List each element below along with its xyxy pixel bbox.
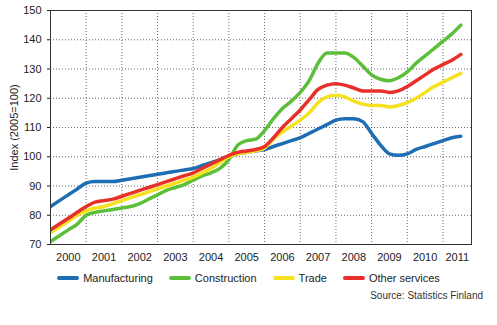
svg-text:130: 130 (23, 63, 41, 75)
svg-text:120: 120 (23, 92, 41, 104)
svg-text:2002: 2002 (127, 251, 151, 263)
svg-text:Index (2005=100): Index (2005=100) (8, 84, 20, 171)
svg-text:2011: 2011 (445, 251, 469, 263)
svg-text:2005: 2005 (234, 251, 258, 263)
html-text:Manufacturing: Manufacturing (83, 272, 153, 284)
svg-text:90: 90 (29, 180, 41, 192)
svg-text:2001: 2001 (92, 251, 116, 263)
svg-text:80: 80 (29, 209, 41, 221)
svg-text:2003: 2003 (163, 251, 187, 263)
svg-text:2000: 2000 (56, 251, 80, 263)
svg-text:2007: 2007 (306, 251, 330, 263)
svg-text:140: 140 (23, 33, 41, 45)
svg-text:2009: 2009 (377, 251, 401, 263)
svg-text:2010: 2010 (413, 251, 437, 263)
svg-text:100: 100 (23, 150, 41, 162)
html-text:Other services: Other services (368, 272, 440, 284)
svg-text:2006: 2006 (270, 251, 294, 263)
html-text:Source: Statistics Finland: Source: Statistics Finland (370, 290, 483, 301)
svg-text:150: 150 (23, 4, 41, 16)
html-text:Trade: Trade (298, 272, 327, 284)
svg-text:110: 110 (24, 121, 42, 133)
svg-text:2004: 2004 (199, 251, 223, 263)
html-text:Construction: Construction (194, 272, 257, 284)
svg-text:2008: 2008 (342, 251, 366, 263)
svg-text:70: 70 (29, 238, 41, 250)
